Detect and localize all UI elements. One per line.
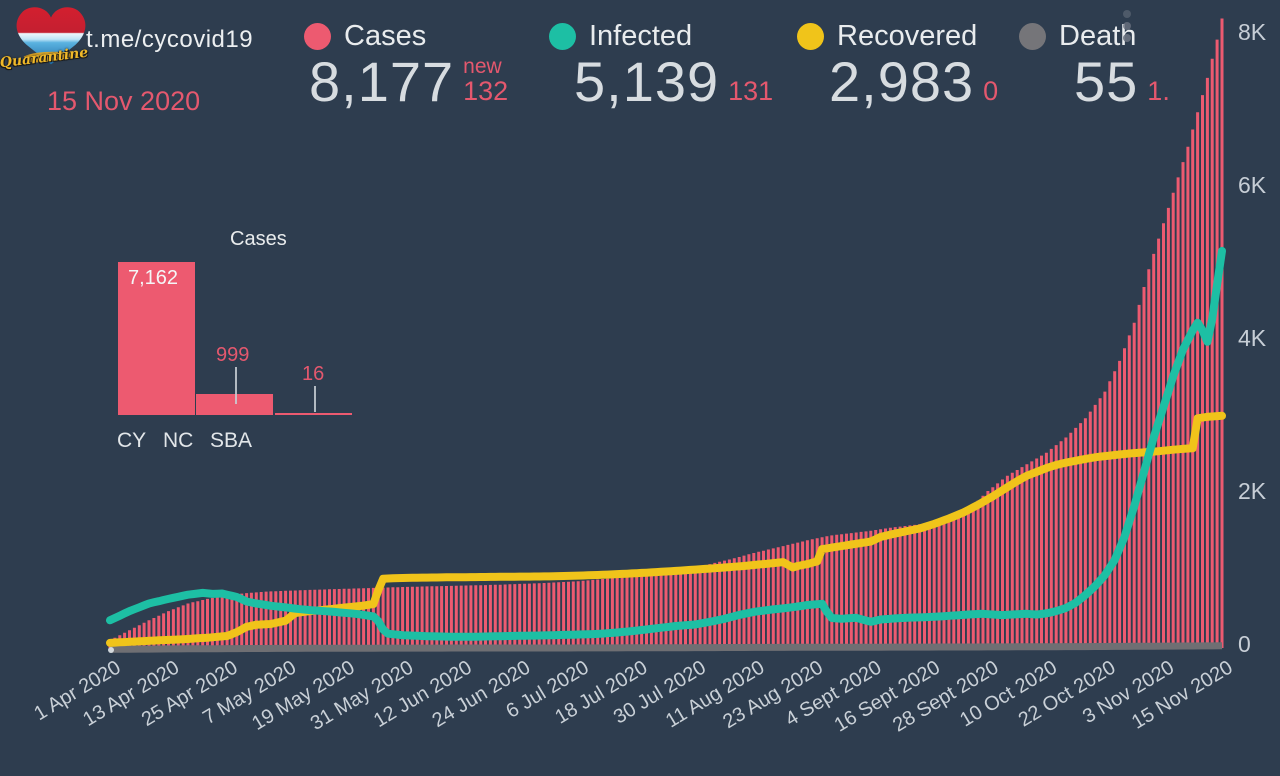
inset-value-cy: 7,162 [128,267,179,289]
quarantine-heart-logo [16,7,86,65]
stat-cases: Cases 8,177 new 132 [304,20,508,110]
infected-label: Infected [589,20,693,52]
legend-item-recovered[interactable]: Recovered [797,20,998,53]
recovered-label: Recovered [837,20,978,52]
recovered-line [106,411,1226,647]
stat-infected: Infected 5,139 131 [549,20,773,110]
death-dot-icon [1019,23,1046,50]
channel-link[interactable]: t.me/cycovid19 [86,26,254,53]
inset-leader-sba [314,386,316,412]
infected-dot-icon [549,23,576,50]
inset-leader-nc [235,367,237,404]
inset-chart-title: Cases [230,228,287,250]
cases-new-label: new [463,55,502,79]
recovered-new-value: 0 [983,76,999,107]
inset-value-sba: 16 [302,363,325,385]
y-tick-label: 8K [1238,19,1267,45]
more-options-icon[interactable] [1119,8,1135,48]
stat-death: Death 55 1. [1019,20,1170,110]
inset-category-cy: CY [117,429,147,452]
y-axis-labels: 0 2K 4K 6K 8K [1238,19,1267,657]
inset-bar-sba [275,413,352,415]
inset-bar-nc [196,394,273,415]
inset-category-nc: NC [163,429,194,452]
legend-item-infected[interactable]: Infected [549,20,773,53]
y-tick-label: 4K [1238,325,1267,351]
inset-category-sba: SBA [210,429,253,452]
cases-total: 8,177 [309,50,455,113]
infected-new-value: 131 [728,76,774,107]
report-date: 15 Nov 2020 [47,86,201,116]
y-tick-label: 2K [1238,478,1267,504]
infected-line [106,246,1226,641]
y-tick-label: 6K [1238,172,1267,198]
death-total: 55 [1074,50,1139,113]
y-tick-label: 0 [1238,631,1251,657]
axis-origin-marker [108,647,114,653]
inset-bar-cy: 7,162 [118,262,195,415]
legend-item-cases[interactable]: Cases [304,20,508,53]
cases-dot-icon [304,23,331,50]
cases-new-value: 132 [463,76,509,107]
stat-recovered: Recovered 2,983 0 [797,20,998,110]
inset-value-nc: 999 [216,344,250,366]
recovered-dot-icon [797,23,824,50]
death-new-value: 1. [1147,76,1170,107]
death-line [110,642,1223,653]
cases-label: Cases [344,20,427,52]
inset-bar-chart: 7,162 [118,261,352,415]
recovered-total: 2,983 [829,50,975,113]
legend-item-death[interactable]: Death [1019,20,1170,53]
infected-total: 5,139 [574,50,720,113]
